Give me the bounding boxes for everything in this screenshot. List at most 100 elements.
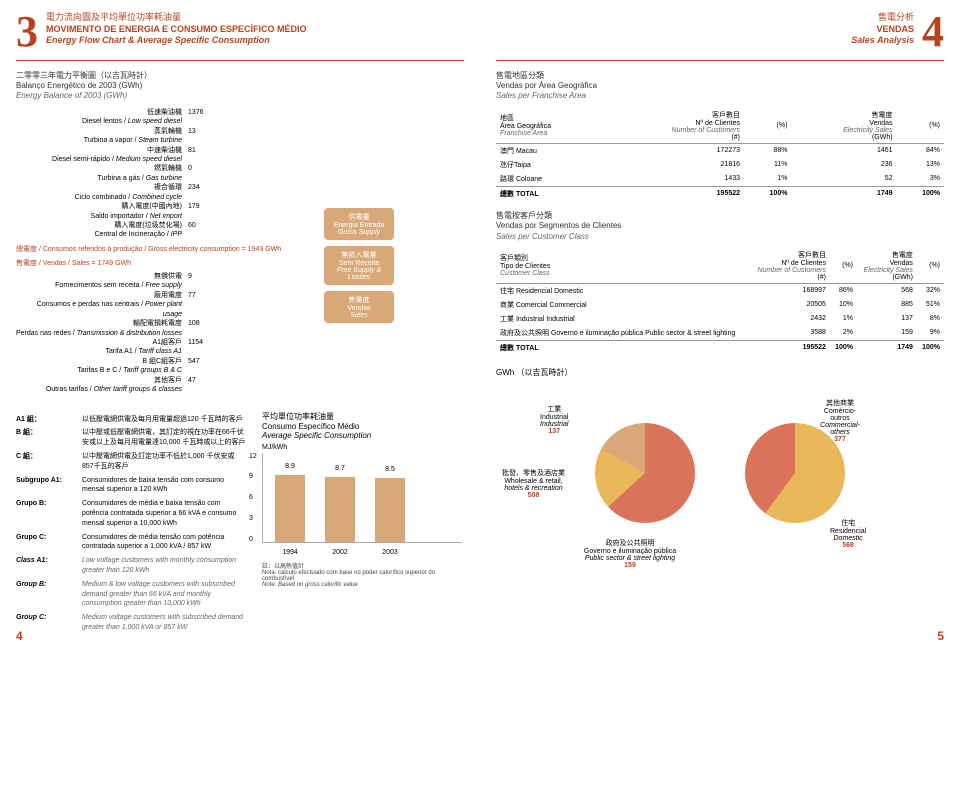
group-desc: Medium & low voltage customers with subs…	[82, 580, 246, 609]
table-header: (%)	[917, 248, 944, 284]
flow-label: 蒸氣輪機Turbina a vapor / Steam turbine	[16, 127, 186, 146]
table-cell: 總數 TOTAL	[496, 186, 604, 201]
group-desc: Low voltage customers with monthly consu…	[82, 556, 246, 576]
table-cell: 1749	[791, 186, 896, 201]
table-cell: 51%	[917, 298, 944, 312]
table-cell: 1749	[857, 340, 917, 355]
section1-title: 售電地區分類 Vendas por Área Geográfica Sales …	[496, 71, 944, 102]
footer-page-num-right: 5	[937, 629, 944, 643]
table-cell: 137	[857, 312, 917, 326]
flow-value: 547	[186, 357, 216, 376]
flow-label: 複合循環Ciclo combinado / Combined cycle	[16, 183, 186, 202]
pie-label: 政府及公共照明Governo e iluminação públicaPubli…	[570, 538, 690, 569]
y-tick: 6	[249, 494, 257, 501]
table-row: 政府及公共照明 Governo e iluminação pública Pub…	[496, 326, 944, 341]
flow-value: 1154	[186, 338, 216, 357]
table-cell: 885	[857, 298, 917, 312]
flow-label: 低速柴油機Diesel lentos / Low speed diesel	[16, 108, 186, 127]
group-desc: Consumidores de baixa tensão com consumo…	[82, 476, 246, 496]
title-pt: VENDAS	[496, 24, 914, 36]
table-header: 客戶數目Nº de ClientesNumber of Customers(#)	[750, 248, 830, 284]
page-number-4: 4	[922, 12, 944, 52]
flow-value: 77	[186, 291, 216, 319]
bar-value: 8.5	[375, 466, 405, 473]
flow-value: 47	[186, 376, 216, 395]
flow-label: 無償供電Fornecimentos sem receita / Free sup…	[16, 272, 186, 291]
pie-chart-2: 其他商業Comércio-outrosCommercial-others377住…	[730, 408, 860, 538]
flow-table-2: 無償供電Fornecimentos sem receita / Free sup…	[16, 272, 316, 395]
table-cell: 159	[857, 326, 917, 341]
table-cell: 總數 TOTAL	[496, 340, 750, 355]
divider	[16, 60, 464, 61]
left-header: 3 電力流向圖及平均單位功率耗油量 MOVIMENTO DE ENERGIA E…	[16, 12, 464, 52]
right-page: 售電分析 VENDAS Sales Analysis 4 售電地區分類 Vend…	[480, 0, 960, 649]
table-cell: 2%	[830, 326, 857, 341]
table-row: 氹仔Taipa2181611%23613%	[496, 158, 944, 172]
group-label: Group B:	[16, 580, 76, 609]
flow-value: 179	[186, 202, 216, 221]
flow-value: 1376	[186, 108, 216, 127]
table-cell: 氹仔Taipa	[496, 158, 604, 172]
flow-label: 購入電度(中國內地)Saldo importador / Net import	[16, 202, 186, 221]
table-total-row: 總數 TOTAL195522100%1749100%	[496, 340, 944, 355]
table-cell: 86%	[830, 283, 857, 298]
table-row: 工業 Industrial Industrial24321%1378%	[496, 312, 944, 326]
balance-title: 二零零三年電力平衡圖（以吉瓦時計） Balanço Energético de …	[16, 71, 464, 102]
table-cell: 10%	[830, 298, 857, 312]
pie-label: 工業IndustrialIndustrial137	[540, 404, 568, 435]
pie-label: 其他商業Comércio-outrosCommercial-others377	[820, 398, 860, 443]
table-header: 客戶數目Nº de ClientesNumber of Customers(#)	[604, 108, 744, 144]
table-cell: 100%	[744, 186, 791, 201]
table-header: 售電度VendasElectricity Sales(GWh)	[857, 248, 917, 284]
flow-value: 0	[186, 164, 216, 183]
table-row: 澳門 Macau17227388%146184%	[496, 143, 944, 158]
group-desc: 以中壓或低壓電網供電，其訂定的視在功率在66千伏安或以上及每月用電量達10,00…	[82, 428, 246, 448]
group-label: Subgrupo A1:	[16, 476, 76, 496]
chart-note: 註：以高熱值計 Nota: cálculo efectuado com base…	[262, 561, 462, 588]
y-tick: 3	[249, 515, 257, 522]
pie-label: 批發、零售及酒店業Wholesale & retail,hotels & rec…	[502, 468, 565, 499]
table-cell: 100%	[917, 340, 944, 355]
table-total-row: 總數 TOTAL195522100%1749100%	[496, 186, 944, 201]
table-cell: 100%	[830, 340, 857, 355]
flow-label: 中速柴油機Diesel semi-rápido / Medium speed d…	[16, 146, 186, 165]
table-cell: 8%	[917, 312, 944, 326]
flow-value: 60	[186, 221, 216, 240]
flow-value: 81	[186, 146, 216, 165]
flow-table-1: 低速柴油機Diesel lentos / Low speed diesel137…	[16, 108, 316, 240]
table-cell: 172273	[604, 143, 744, 158]
y-axis: 129630	[249, 453, 257, 543]
flow-badges: 供電量Energia EntradaGross Supply 無收入電量Sem R…	[324, 108, 394, 395]
flow-badge: 無收入電量Sem ReceitaFree Supply & Losses	[324, 246, 394, 285]
flow-label: 輸配電損耗電度Perdas nas redes / Transmission &…	[16, 319, 186, 338]
flow-badge: 供電量Energia EntradaGross Supply	[324, 208, 394, 240]
table-cell: 1%	[744, 172, 791, 187]
flow-value: 9	[186, 272, 216, 291]
flow-value: 108	[186, 319, 216, 338]
right-header: 售電分析 VENDAS Sales Analysis 4	[496, 12, 944, 52]
table-header: (%)	[744, 108, 791, 144]
right-title-block: 售電分析 VENDAS Sales Analysis	[496, 12, 914, 47]
chart-title: 平均單位功率耗油量 Consumo Específico Médio Avera…	[262, 411, 462, 440]
group-label: C 組：	[16, 452, 76, 472]
table-cell: 1433	[604, 172, 744, 187]
table-cell: 568	[857, 283, 917, 298]
flow-label: 其他客戶Outras tarifas / Other tariff groups…	[16, 376, 186, 395]
table-row: 商業 Comercial Commercial2050510%88551%	[496, 298, 944, 312]
group-desc: 以低壓電網供電及每月用電量超過120 千瓦時的客戶	[82, 415, 246, 425]
bar-x-label: 2003	[375, 549, 405, 556]
group-desc: 以中壓電網供電及訂定功率不低於1,000 千伏安或857千瓦的客戶	[82, 452, 246, 472]
section2-title: 售電按客戶分類 Vendas por Segmentos de Clientes…	[496, 211, 944, 242]
pie-disc	[595, 423, 695, 523]
left-title-block: 電力流向圖及平均單位功率耗油量 MOVIMENTO DE ENERGIA E C…	[46, 12, 464, 47]
table-cell: 11%	[744, 158, 791, 172]
table-cell: 政府及公共照明 Governo e iluminação pública Pub…	[496, 326, 750, 341]
table-cell: 236	[791, 158, 896, 172]
y-tick: 9	[249, 473, 257, 480]
table-cell: 52	[791, 172, 896, 187]
table-row: 住宅 Residencial Domestic16899786%56832%	[496, 283, 944, 298]
group-desc: Consumidores de média e baixa tensão com…	[82, 499, 246, 528]
table-cell: 32%	[917, 283, 944, 298]
table-header: 地區Área GeográficaFranchise Area	[496, 108, 604, 144]
group-label: Class A1:	[16, 556, 76, 576]
